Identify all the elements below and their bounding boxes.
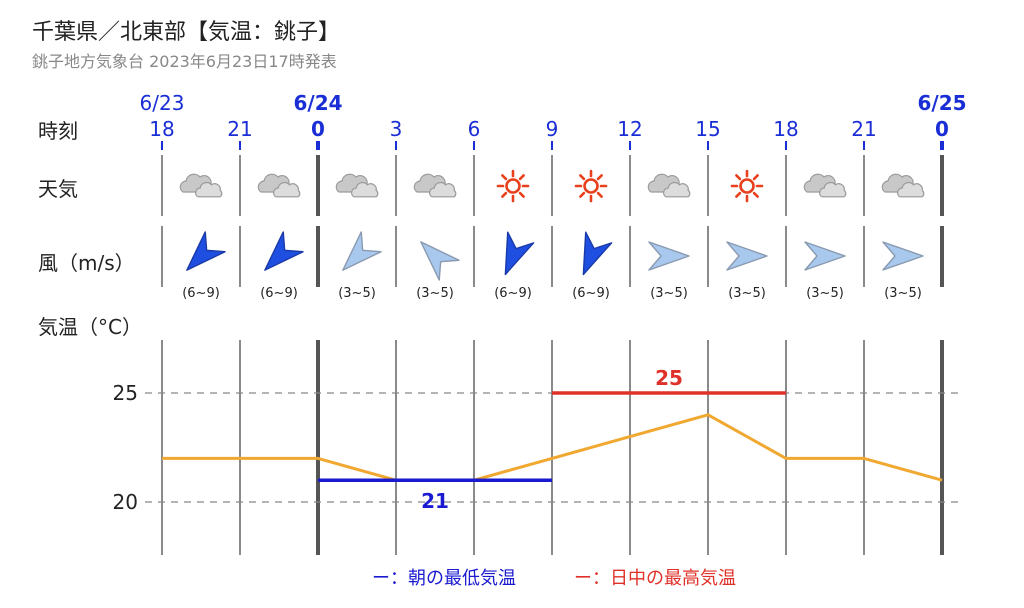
wind-speed-label: (3~5) (728, 286, 766, 301)
cloud-icon (803, 173, 847, 198)
hour-label: 0 (311, 117, 325, 141)
legend-min-temp: ー：朝の最低気温 (372, 568, 516, 589)
wind-arrow-icon (504, 231, 535, 276)
wind-speed-label: (3~5) (650, 286, 688, 301)
date-label: 6/23 (140, 91, 185, 115)
row-label-wind: 風（m/s） (38, 251, 135, 275)
hour-label: 12 (617, 117, 642, 141)
hour-label: 21 (851, 117, 876, 141)
date-label: 6/25 (917, 91, 966, 115)
hour-label: 21 (227, 117, 252, 141)
cloud-icon (257, 173, 301, 198)
sun-icon (574, 169, 608, 203)
wind-speed-label: (6~9) (260, 286, 298, 301)
row-label-weather: 天気 (38, 177, 78, 201)
wind-speed-label: (6~9) (572, 286, 610, 301)
wind-arrow-icon (648, 241, 690, 271)
wind-arrow-icon (582, 231, 613, 276)
wind-speed-label: (3~5) (416, 286, 454, 301)
hour-label: 18 (773, 117, 798, 141)
wind-arrow-icon (804, 241, 846, 271)
y-tick-label: 20 (113, 490, 138, 514)
wind-speed-label: (6~9) (182, 286, 220, 301)
wind-speed-label: (3~5) (338, 286, 376, 301)
max-temp-label: 25 (655, 366, 683, 390)
wind-arrow-icon (882, 241, 924, 271)
legend-max-temp: ー：日中の最高気温 (574, 568, 736, 589)
min-temp-label: 21 (421, 489, 449, 513)
hour-label: 3 (390, 117, 403, 141)
row-label-time: 時刻 (38, 119, 78, 143)
date-label: 6/24 (293, 91, 342, 115)
page-subtitle: 銚子地方気象台 2023年6月23日17時発表 (32, 52, 337, 71)
wind-arrow-icon (726, 241, 768, 271)
wind-arrow-icon (186, 231, 226, 271)
hour-label: 9 (546, 117, 559, 141)
wind-arrow-icon (420, 241, 460, 281)
hour-label: 0 (935, 117, 949, 141)
cloud-icon (881, 173, 925, 198)
page-title: 千葉県／北東部【気温：銚子】 (32, 20, 341, 45)
wind-arrow-icon (264, 231, 304, 271)
cloud-icon (179, 173, 223, 198)
hour-label: 15 (695, 117, 720, 141)
cloud-icon (335, 173, 379, 198)
wind-arrow-icon (342, 231, 382, 271)
row-label-temp: 気温（°C） (38, 315, 142, 339)
hour-label: 18 (149, 117, 174, 141)
wind-speed-label: (3~5) (884, 286, 922, 301)
hour-label: 6 (468, 117, 481, 141)
wind-speed-label: (3~5) (806, 286, 844, 301)
cloud-icon (413, 173, 457, 198)
cloud-icon (647, 173, 691, 198)
wind-speed-label: (6~9) (494, 286, 532, 301)
sun-icon (496, 169, 530, 203)
sun-icon (730, 169, 764, 203)
y-tick-label: 25 (113, 381, 138, 405)
